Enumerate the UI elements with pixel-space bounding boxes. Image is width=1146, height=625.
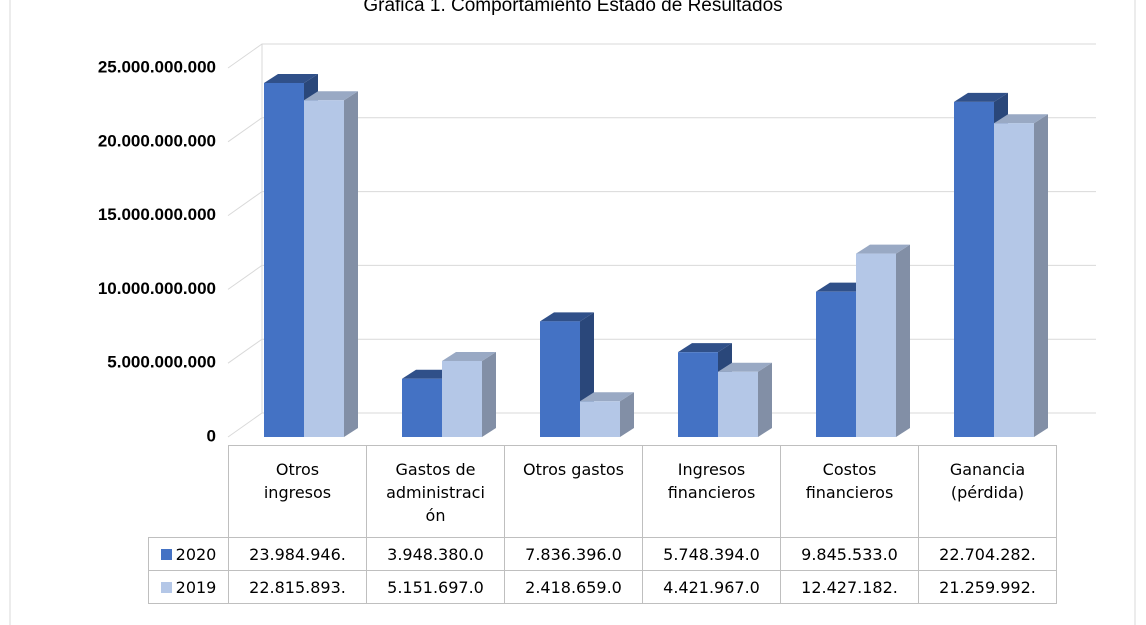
bar-top: [678, 343, 732, 353]
legend-swatch: [160, 548, 172, 560]
bar-front: [442, 360, 482, 437]
bar-front: [580, 401, 620, 437]
bar-top: [954, 92, 1008, 102]
bar-side: [758, 362, 772, 437]
y-tick-label: 15.000.000.000: [98, 205, 216, 224]
bar-top: [580, 392, 634, 402]
bar-front: [264, 82, 304, 437]
table-value: 5.748.394.0: [642, 537, 781, 571]
legend-label: 2020: [175, 544, 217, 564]
bar-side: [344, 91, 358, 437]
bar-side: [1034, 114, 1048, 437]
bar-top: [304, 91, 358, 101]
bar-top: [718, 362, 772, 372]
table-value: 7.836.396.0: [504, 537, 643, 571]
table-value: 4.421.967.0: [642, 570, 781, 604]
bar-side: [620, 392, 634, 437]
bar: [994, 114, 1048, 437]
grid-line: [227, 117, 1096, 143]
category-label: Ganancia (pérdida): [918, 445, 1057, 538]
y-tick-label: 10.000.000.000: [98, 279, 216, 298]
bar-front: [540, 321, 580, 437]
y-tick-label: 0: [207, 426, 216, 445]
bar-top: [540, 312, 594, 322]
category-label: Otros gastos: [504, 445, 643, 538]
table-value: 22.704.282.: [918, 537, 1057, 571]
bar-front: [954, 101, 994, 437]
chart-border: [9, 0, 1136, 625]
grid-line: [227, 264, 1096, 290]
bar-top: [442, 351, 496, 361]
bar-front: [816, 291, 856, 437]
bar: [442, 351, 496, 437]
y-tick-label: 5.000.000.000: [107, 353, 216, 372]
legend-entry: 2020: [148, 537, 229, 571]
bar-front: [402, 378, 442, 437]
bar-top: [994, 114, 1048, 124]
table-value: 9.845.533.0: [780, 537, 919, 571]
table-value: 22.815.893.: [228, 570, 367, 604]
bar-front: [718, 371, 758, 437]
category-label: Otros ingresos: [228, 445, 367, 538]
category-label: Ingresos financieros: [642, 445, 781, 538]
y-tick-label: 25.000.000.000: [98, 57, 216, 76]
bar-side: [896, 244, 910, 437]
grid-line: [227, 191, 1096, 217]
bar-front: [994, 123, 1034, 437]
bar-top: [856, 244, 910, 254]
legend-swatch: [160, 581, 172, 593]
bar-front: [678, 352, 718, 437]
bar: [856, 244, 910, 437]
y-tick-label: 20.000.000.000: [98, 131, 216, 150]
table-value: 3.948.380.0: [366, 537, 505, 571]
category-label: Gastos de administración: [366, 445, 505, 538]
bar: [304, 91, 358, 437]
category-label: Costos financieros: [780, 445, 919, 538]
bar-front: [856, 253, 896, 437]
grid-line: [227, 43, 1096, 69]
table-value: 5.151.697.0: [366, 570, 505, 604]
bar: [718, 362, 772, 437]
table-value: 23.984.946.: [228, 537, 367, 571]
bar-front: [304, 100, 344, 437]
chart-title: Gráfica 1. Comportamiento Estado de Resu…: [363, 0, 782, 16]
bar-top: [264, 73, 318, 83]
bar-side: [482, 351, 496, 437]
legend-label: 2019: [175, 577, 217, 597]
table-value: 2.418.659.0: [504, 570, 643, 604]
table-value: 12.427.182.: [780, 570, 919, 604]
table-value: 21.259.992.: [918, 570, 1057, 604]
bar: [580, 392, 634, 437]
legend-entry: 2019: [148, 570, 229, 604]
